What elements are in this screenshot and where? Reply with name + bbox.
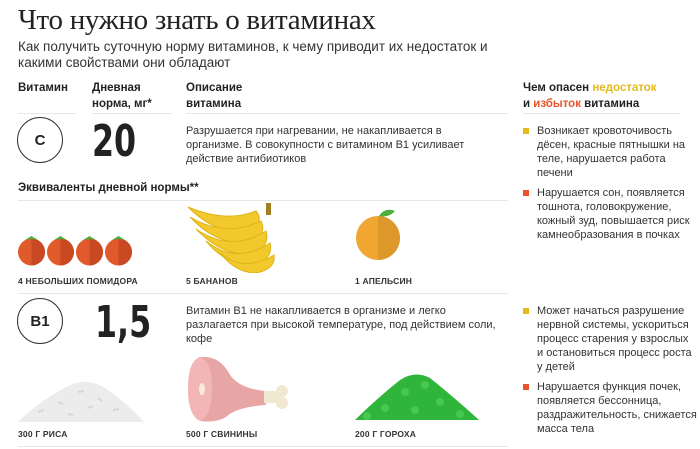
vitamin-b1-deficit: Может начаться разрушение нервной систем… [523,304,697,374]
bullet-icon [523,308,529,314]
header-description: Описание витамина [186,82,243,110]
food-label: 500 Г СВИНИНЫ [186,429,258,439]
food-label: 1 АПЕЛЬСИН [355,276,413,286]
vitamin-c-norm: 20 [92,116,137,167]
vitamin-c-description: Разрушается при нагревании, не накаплива… [186,125,465,165]
divider [186,113,508,114]
page-subtitle: Как получить суточную норму витаминов, к… [18,39,488,70]
excess-text: Нарушается сон, появляется тошнота, голо… [537,187,690,241]
equivalents-title: Эквиваленты дневной нормы** [18,182,199,194]
food-label: 300 Г РИСА [18,429,68,439]
divider [18,200,508,201]
excess-text: Нарушается функция почек, появляется бес… [537,381,697,435]
vitamin-c-badge: C [17,117,63,163]
divider [92,113,172,114]
page-title: Что нужно знать о витаминах [18,4,376,36]
bullet-icon [523,128,529,134]
deficit-label: недостаток [592,82,657,94]
header-vitamin: Витамин [18,82,68,94]
header-danger-text: Чем опасен [523,82,593,94]
header-danger-text: и [523,98,534,110]
divider [18,446,508,447]
vitamin-c-danger-list: Возникает кровоточивость дёсен, красные … [523,124,697,242]
header-norm: Дневная норма, мг* [92,82,152,110]
food-label: 4 НЕБОЛЬШИХ ПОМИДОРА [18,276,138,286]
header-danger: Чем опасен недостаток и избыток витамина [523,80,697,112]
vitamin-b1-norm: 1,5 [95,297,152,348]
vitamin-b1-description: Витамин В1 не накапливается в организме … [186,305,496,345]
deficit-text: Может начаться разрушение нервной систем… [537,305,692,373]
tomato-icon [18,236,132,266]
food-label: 200 Г ГОРОХА [355,429,417,439]
rice-icon [18,381,144,422]
food-label: 5 БАНАНОВ [186,276,238,286]
ham-icon [188,356,288,422]
bullet-icon [523,384,529,390]
header-danger-text: витамина [580,98,640,110]
vitamin-b1-danger-list: Может начаться разрушение нервной систем… [523,304,697,436]
orange-icon [356,209,400,260]
divider [18,113,76,114]
vitamin-c-excess: Нарушается сон, появляется тошнота, голо… [523,186,697,242]
peas-icon [355,374,479,420]
bullet-icon [523,190,529,196]
vitamin-c-deficit: Возникает кровоточивость дёсен, красные … [523,124,697,180]
vitamin-b1-excess: Нарушается функция почек, появляется бес… [523,380,697,436]
divider [18,293,508,294]
excess-label: избыток [533,98,581,110]
divider [523,113,680,114]
vitamin-b1-badge: В1 [17,298,63,344]
deficit-text: Возникает кровоточивость дёсен, красные … [537,125,686,179]
banana-icon [187,203,275,273]
